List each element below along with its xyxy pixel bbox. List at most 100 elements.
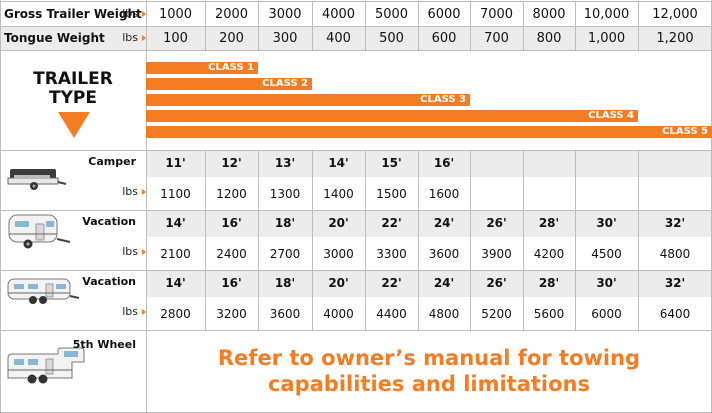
gross-unit: lbs: [122, 7, 138, 20]
tongue-weight-value: 400: [326, 31, 351, 46]
gross-trailer-weight-label: Gross Trailer Weight: [4, 7, 142, 21]
class-1-bar: CLASS 1: [146, 62, 258, 74]
trailer-length-value: 16': [433, 156, 455, 170]
gross-weight-value: 2000: [214, 7, 249, 22]
trailer-length-value: 12': [221, 156, 242, 170]
trailer-weight-value: 4200: [533, 247, 565, 261]
tongue-weight-value: 300: [272, 31, 298, 46]
trailer-weight-value: 2700: [269, 247, 301, 261]
tongue-weight-value: 200: [219, 31, 244, 46]
tongue-weight-value: 800: [536, 31, 562, 46]
trailer-length-value: 18': [274, 216, 296, 230]
pointer-icon: [142, 35, 146, 41]
trailer-weight-value: 1300: [269, 187, 301, 201]
owner-manual-note: Refer to owner’s manual for towing capab…: [146, 345, 712, 397]
trailer-name-label: Vacation: [82, 275, 136, 288]
trailer-length-value: 18': [274, 276, 296, 290]
travel-trailer-large-icon: [7, 278, 80, 304]
trailer-length-value: 24': [433, 276, 455, 290]
trailer-length-value: 16': [221, 276, 242, 290]
weight-unit-label: lbs: [122, 245, 138, 258]
trailer-weight-value: 3200: [216, 307, 247, 321]
trailer-weight-value: 2100: [160, 247, 191, 261]
weight-unit-label: lbs: [122, 305, 138, 318]
trailer-length-value: 30': [596, 276, 617, 290]
tongue-weight-value: 500: [379, 31, 404, 46]
trailer-weight-value: 1100: [160, 187, 191, 201]
trailer-length-value: 13': [274, 156, 296, 170]
trailer-weight-value: 6400: [659, 307, 691, 321]
trailer-weight-value: 2400: [216, 247, 247, 261]
gross-weight-value: 12,000: [652, 7, 698, 22]
gross-weight-value: 7000: [479, 7, 514, 22]
tongue-weight-label: Tongue Weight: [4, 31, 105, 45]
trailer-weight-value: 2800: [160, 307, 191, 321]
pointer-icon: [142, 11, 146, 17]
trailer-name-label: Camper: [88, 155, 136, 168]
trailer-length-value: 14': [165, 276, 186, 290]
fifth-wheel-trailer-icon: [7, 347, 85, 384]
gross-weight-value: 3000: [268, 7, 302, 22]
trailer-length-value: 28': [538, 276, 560, 290]
trailer-length-value: 32': [664, 276, 686, 290]
tongue-weight-value: 1,200: [656, 31, 694, 46]
trailer-length-value: 22': [381, 216, 402, 230]
trailer-weight-value: 1400: [323, 187, 354, 201]
trailer-weight-value: 1200: [216, 187, 247, 201]
gross-weight-value: 10,000: [583, 7, 630, 22]
trailer-weight-value: 4800: [428, 307, 460, 321]
trailer-length-value: 26': [486, 216, 507, 230]
trailer-length-value: 15': [381, 156, 402, 170]
trailer-type-heading: TRAILER TYPE: [0, 70, 146, 108]
trailer-length-value: 16': [221, 216, 242, 230]
trailer-length-value: 28': [538, 216, 560, 230]
trailer-length-value: 32': [664, 216, 686, 230]
pointer-icon: [142, 189, 146, 195]
trailer-weight-value: 6000: [591, 307, 622, 321]
down-arrow-icon: [58, 112, 90, 138]
gross-weight-value: 4000: [321, 7, 356, 22]
trailer-weight-value: 3600: [428, 247, 460, 261]
trailer-type-line1: TRAILER: [33, 69, 113, 89]
trailer-length-value: 20': [328, 216, 349, 230]
trailer-length-value: 22': [381, 276, 402, 290]
gross-weight-value: 5000: [374, 7, 409, 22]
trailer-length-value: 24': [433, 216, 455, 230]
gross-weight-value: 1000: [158, 7, 193, 22]
tongue-weight-value: 100: [163, 31, 188, 46]
trailer-weight-value: 4000: [323, 307, 354, 321]
class-5-bar: CLASS 5: [146, 126, 712, 138]
note-line1: Refer to owner’s manual for towing: [217, 346, 641, 370]
trailer-weight-value: 1600: [428, 187, 460, 201]
trailer-weight-value: 3600: [269, 307, 301, 321]
travel-trailer-icon: [8, 214, 71, 249]
trailer-type-line2: TYPE: [49, 88, 97, 108]
tongue-weight-value: 1,000: [587, 31, 626, 46]
trailer-weight-value: 4800: [659, 247, 691, 261]
trailer-length-value: 26': [486, 276, 507, 290]
note-line2: capabilities and limitations: [267, 372, 590, 396]
trailer-weight-value: 3300: [376, 247, 407, 261]
trailer-length-value: 11': [165, 156, 186, 170]
trailer-length-value: 14': [328, 156, 349, 170]
trailer-weight-value: 5200: [481, 307, 512, 321]
trailer-weight-value: 1500: [376, 187, 407, 201]
tongue-weight-value: 700: [484, 31, 509, 46]
trailer-weight-value: 3000: [323, 247, 354, 261]
trailer-weight-value: 3900: [481, 247, 512, 261]
tongue-unit: lbs: [122, 31, 138, 44]
fifth-wheel-label: 5th Wheel: [72, 338, 136, 351]
class-4-bar: CLASS 4: [146, 110, 638, 122]
class-2-bar: CLASS 2: [146, 78, 312, 90]
pointer-icon: [142, 309, 146, 315]
trailer-length-value: 30': [596, 216, 617, 230]
gross-weight-value: 6000: [427, 7, 461, 22]
class-3-bar: CLASS 3: [146, 94, 470, 106]
trailer-weight-value: 4500: [591, 247, 622, 261]
trailer-weight-value: 4400: [376, 307, 407, 321]
trailer-length-value: 20': [328, 276, 349, 290]
trailer-length-value: 14': [165, 216, 186, 230]
trailer-weight-value: 5600: [533, 307, 565, 321]
